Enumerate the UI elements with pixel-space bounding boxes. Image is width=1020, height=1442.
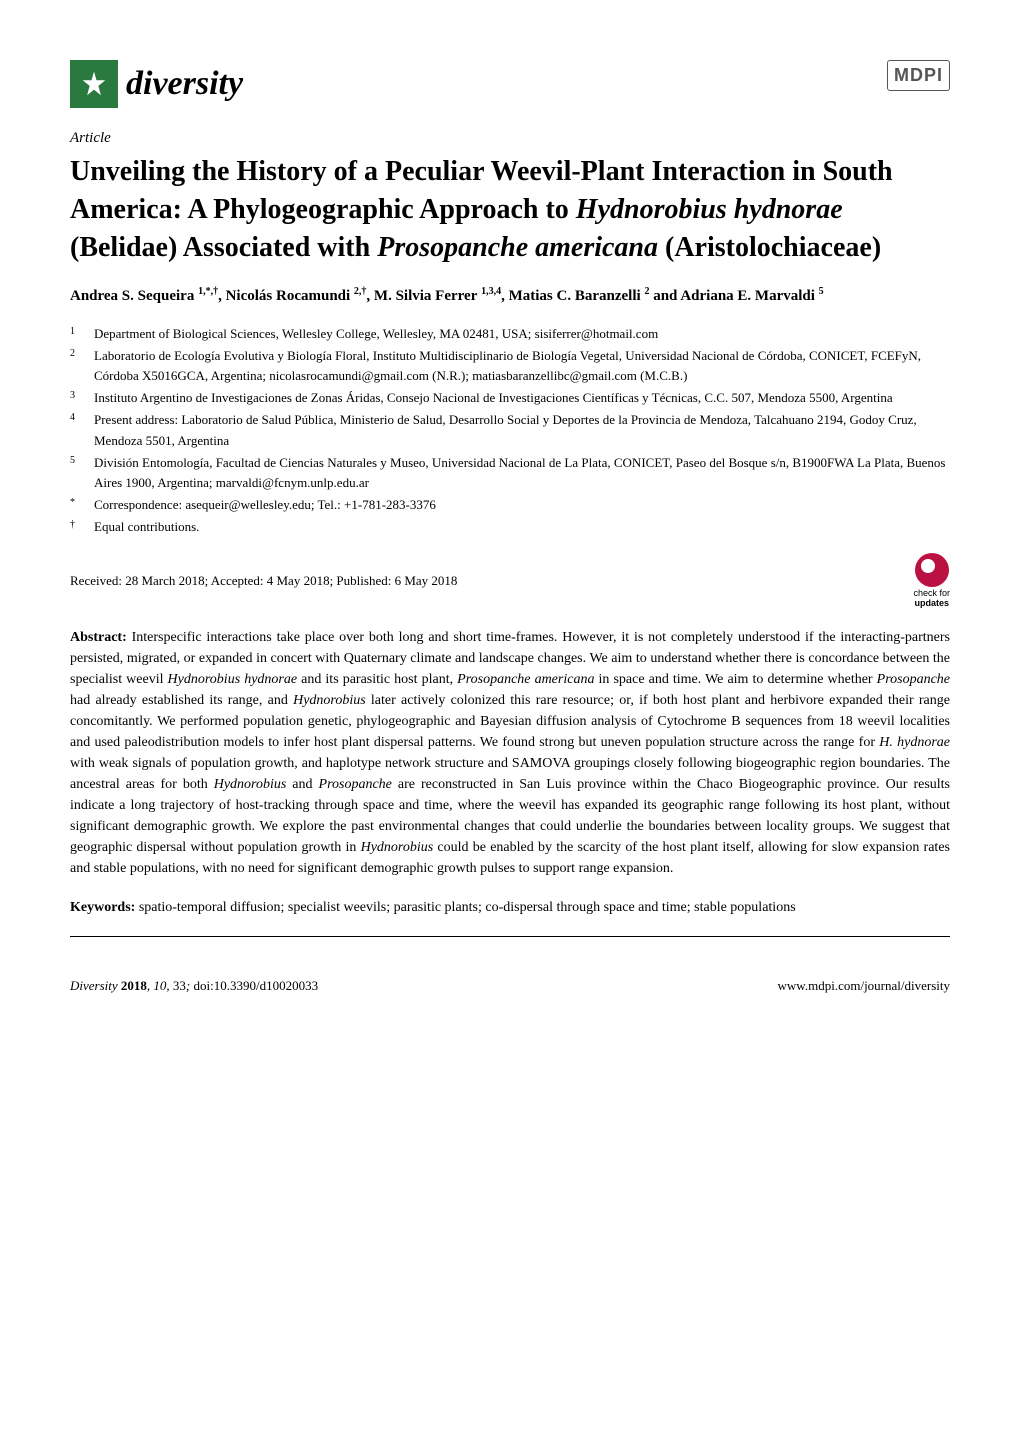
aff-num: 2 [70,346,75,362]
title-species-2: Prosopanche americana [377,232,658,263]
affiliation: 2Laboratorio de Ecología Evolutiva y Bio… [94,346,950,386]
aff-num: 4 [70,410,75,426]
abstract-species: Hydnorobius [293,693,366,708]
equal-contrib: †Equal contributions. [94,517,950,537]
abstract-species: Hydnorobius hydnorae [168,672,298,687]
author: Andrea S. Sequeira [70,288,194,304]
article-type: Article [70,128,950,149]
keywords-text: spatio-temporal diffusion; specialist we… [135,900,795,915]
affiliation: 3Instituto Argentino de Investigaciones … [94,388,950,408]
author: Matias C. Baranzelli [509,288,641,304]
abstract-species: Prosopanche [877,672,950,687]
affiliation: 1Department of Biological Sciences, Well… [94,324,950,344]
title-text: (Aristolochiaceae) [658,232,881,263]
author-sup: 1,*,† [198,286,218,297]
diversity-leaf-icon [70,60,118,108]
abstract-text: had already established its range, and [70,693,293,708]
author-sup: 2,† [354,286,367,297]
abstract-species: H. hydnorae [879,735,950,750]
author: M. Silvia Ferrer [374,288,477,304]
aff-num: † [70,517,75,533]
aff-text: Laboratorio de Ecología Evolutiva y Biol… [94,348,921,383]
keywords-label: Keywords: [70,900,135,915]
aff-text: Instituto Argentino de Investigaciones d… [94,390,893,405]
aff-text: Present address: Laboratorio de Salud Pú… [94,412,917,447]
footer-year: 2018 [121,978,147,993]
affiliation: 5División Entomología, Facultad de Cienc… [94,453,950,493]
abstract-species: Prosopanche [319,777,392,792]
journal-url-link[interactable]: www.mdpi.com/journal/diversity [778,978,950,993]
aff-text: División Entomología, Facultad de Cienci… [94,455,945,490]
footer-volume: 10 [153,978,166,993]
crossmark-icon [915,553,949,587]
aff-num: 3 [70,388,75,404]
author: Adriana E. Marvaldi [680,288,815,304]
journal-logo: diversity [70,60,243,108]
aff-num: * [70,495,75,511]
and-text: and [653,288,677,304]
aff-text: Correspondence: asequeir@wellesley.edu; … [94,497,436,512]
correspondence: *Correspondence: asequeir@wellesley.edu;… [94,495,950,515]
separator-rule [70,936,950,937]
publication-dates: Received: 28 March 2018; Accepted: 4 May… [70,572,457,590]
check-updates-text: updates [914,599,949,609]
journal-name: diversity [126,60,243,108]
author-sup: 2 [644,286,649,297]
aff-num: 1 [70,324,75,340]
abstract-species: Hydnorobius [214,777,287,792]
abstract-text: and [286,777,318,792]
footer-citation: Diversity 2018, 10, 33; doi:10.3390/d100… [70,977,318,995]
abstract-label: Abstract: [70,630,127,645]
footer-doi: doi:10.3390/d10020033 [194,978,319,993]
author: Nicolás Rocamundi [226,288,351,304]
footer-url[interactable]: www.mdpi.com/journal/diversity [778,977,950,995]
article-title: Unveiling the History of a Peculiar Weev… [70,153,950,266]
aff-num: 5 [70,453,75,469]
author-sup: 5 [819,286,824,297]
keywords: Keywords: spatio-temporal diffusion; spe… [70,897,950,918]
abstract-text: in space and time. We aim to determine w… [594,672,876,687]
abstract: Abstract: Interspecific interactions tak… [70,627,950,879]
header-row: diversity MDPI [70,60,950,108]
abstract-species: Prosopanche americana [457,672,594,687]
check-for-updates-badge[interactable]: check for updates [913,553,950,609]
footer-journal: Diversity [70,978,118,993]
title-species-1: Hydnorobius hydnorae [576,194,843,225]
mdpi-logo: MDPI [887,60,950,91]
aff-text: Equal contributions. [94,519,199,534]
abstract-species: Hydnorobius [361,840,434,855]
author-list: Andrea S. Sequeira 1,*,†, Nicolás Rocamu… [70,284,950,308]
abstract-text: and its parasitic host plant, [297,672,457,687]
dates-row: Received: 28 March 2018; Accepted: 4 May… [70,553,950,609]
footer-page: 33 [173,978,186,993]
affiliation-list: 1 Department of Biological Sciences, Well… [70,324,950,537]
aff-text: Department of Biological Sciences, Welle… [94,326,658,341]
page-footer: Diversity 2018, 10, 33; doi:10.3390/d100… [70,977,950,995]
affiliation: 4Present address: Laboratorio de Salud P… [94,410,950,450]
author-sup: 1,3,4 [481,286,501,297]
title-text: (Belidae) Associated with [70,232,377,263]
